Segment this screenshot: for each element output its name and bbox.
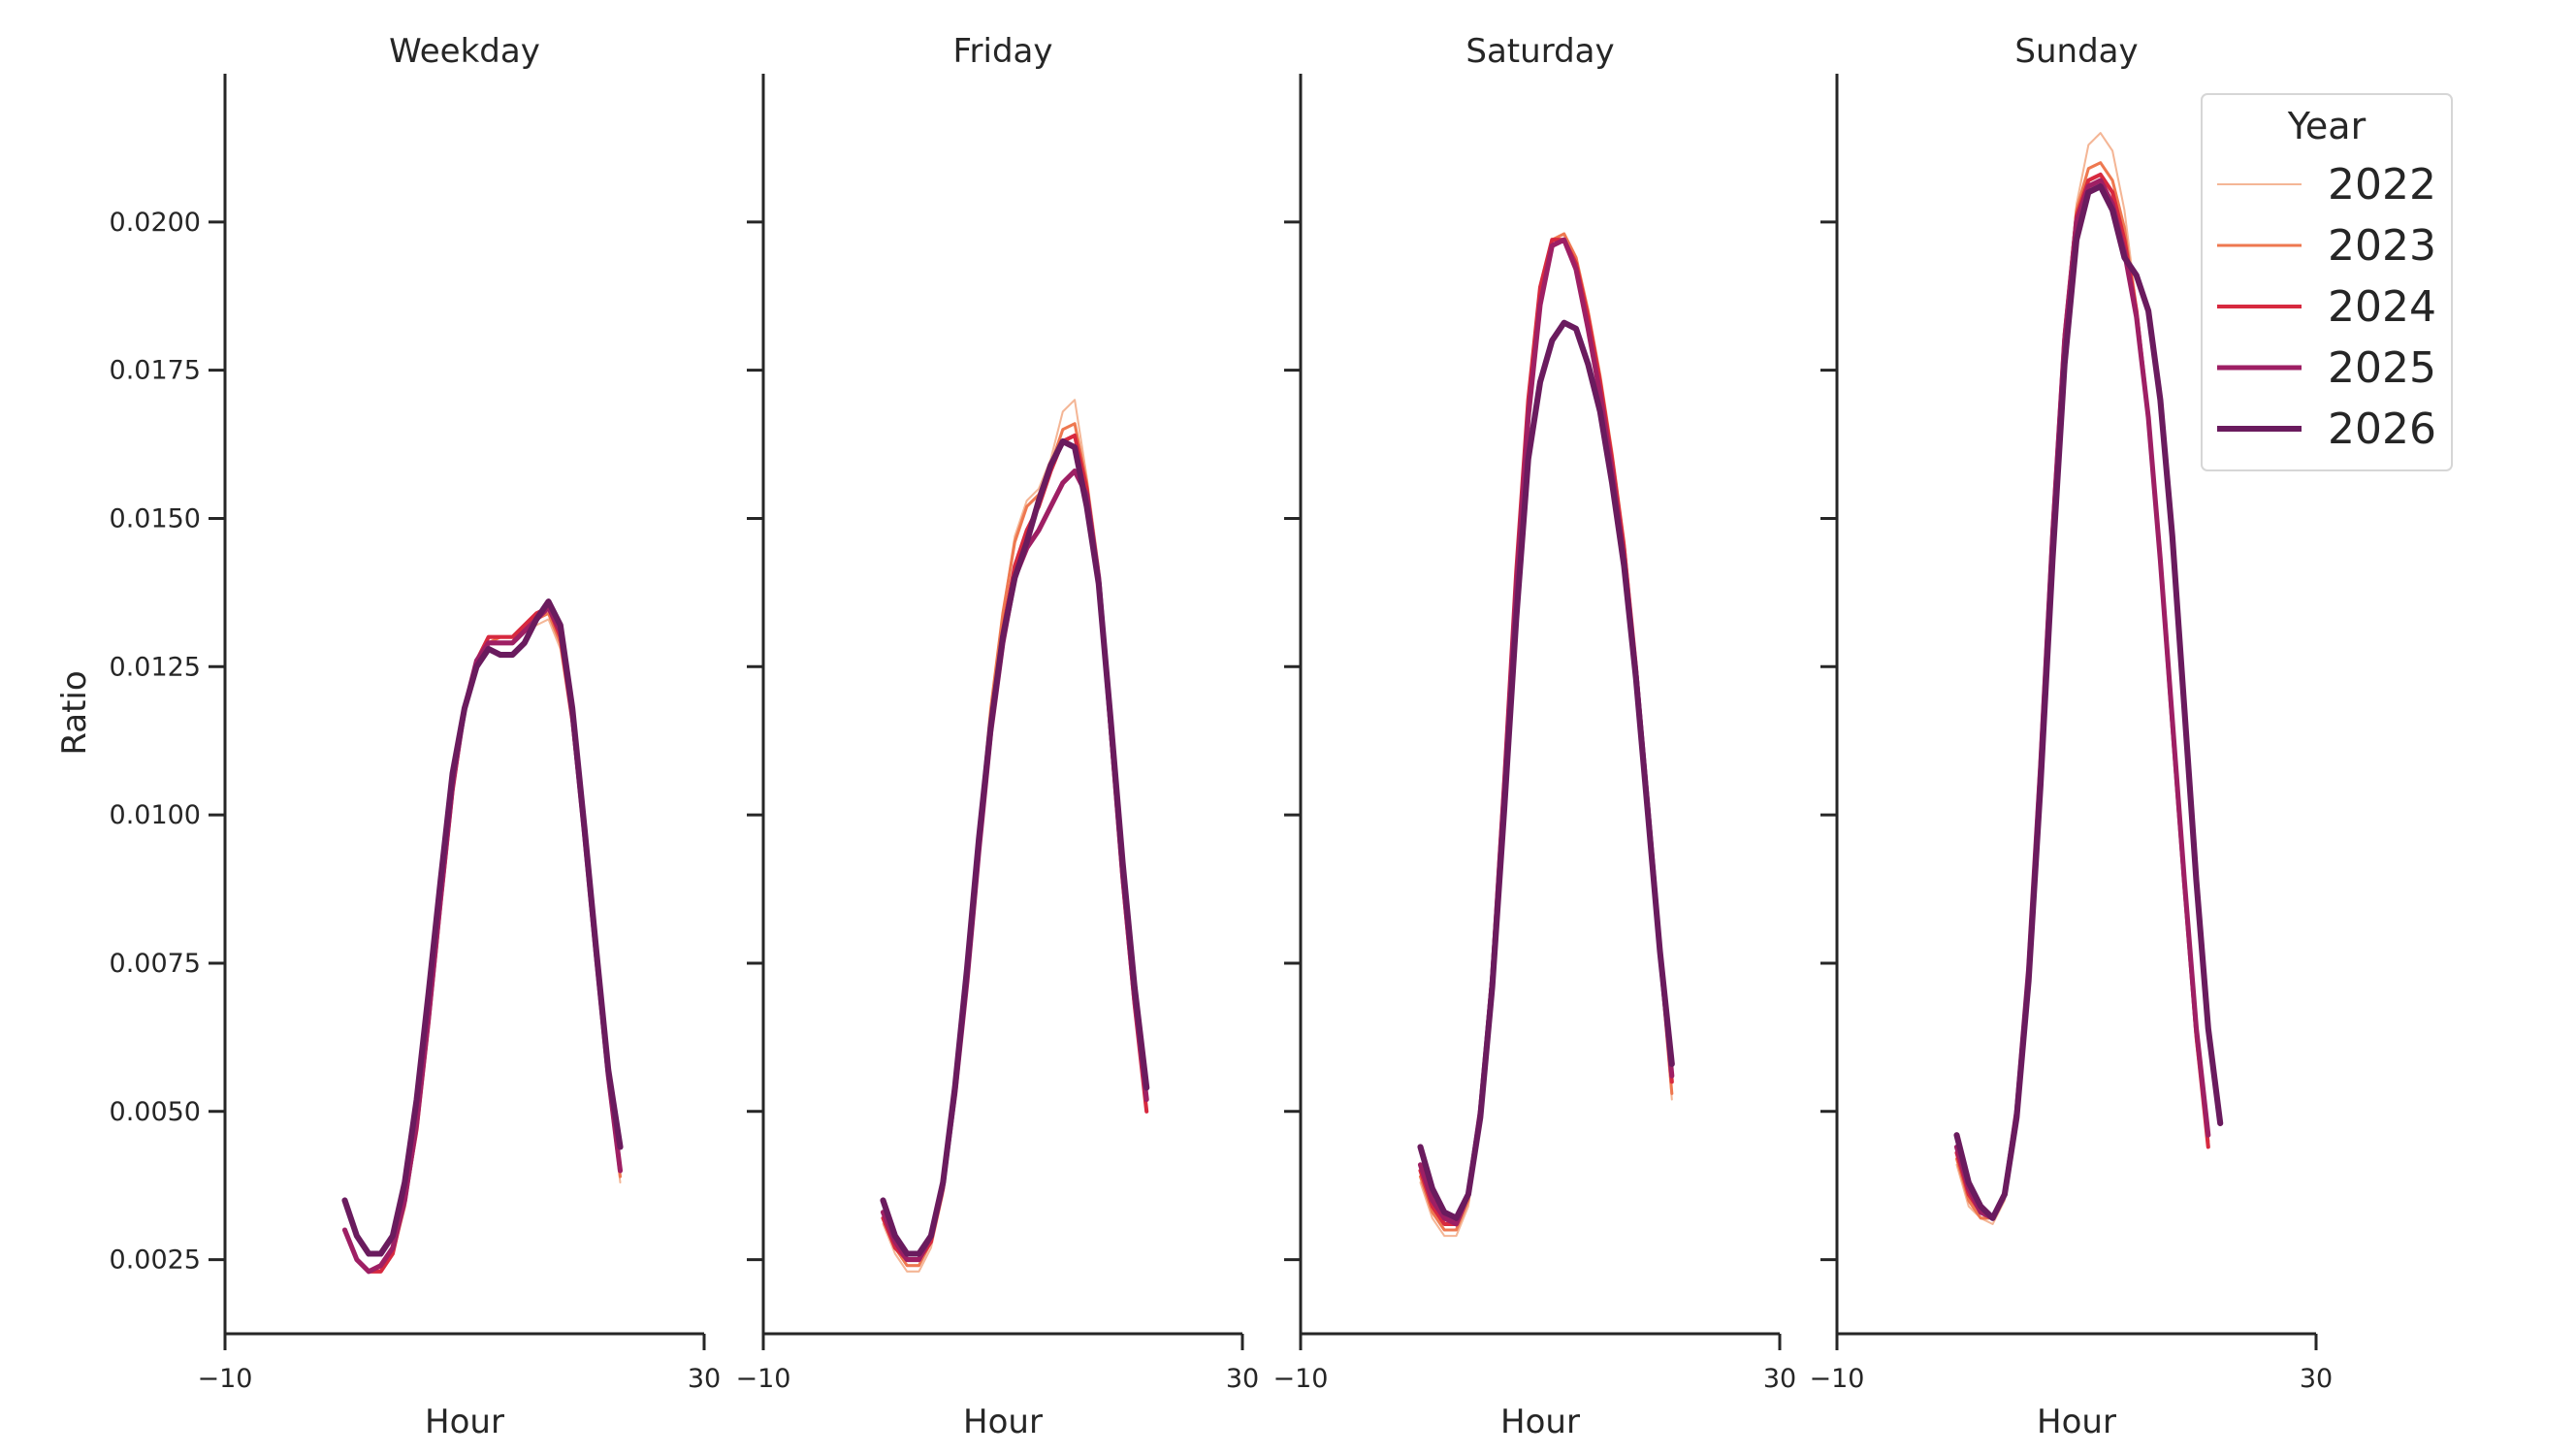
panel-title: Sunday: [2014, 32, 2138, 71]
series-line-2024: [342, 605, 623, 1274]
y-tick-label: 0.0025: [110, 1245, 201, 1276]
series-line-2025: [1417, 237, 1675, 1227]
panel-sunday: Sunday −10 30 Hour: [1810, 32, 2334, 1441]
legend-entry-2023: 2023: [2328, 221, 2436, 271]
panel-title: Saturday: [1465, 32, 1614, 71]
x-axis-label: Hour: [425, 1403, 504, 1441]
y-tick-label: 0.0150: [110, 503, 201, 534]
legend-entry-2024: 2024: [2328, 282, 2436, 332]
series-line-2024: [881, 433, 1149, 1262]
series-line-2025: [341, 604, 624, 1275]
x-tick-label: 30: [688, 1364, 721, 1394]
panel-weekday: Weekday 0.0025 0.0050 0.0075 0.0100 0.0125 0.0…: [110, 32, 722, 1441]
panel-title: Weekday: [389, 32, 540, 71]
panel-friday: Friday −10 30 Hour: [736, 32, 1260, 1441]
x-tick-label: 30: [1226, 1364, 1259, 1394]
x-tick-label: −10: [1810, 1364, 1865, 1394]
panel-title: Friday: [952, 32, 1052, 71]
y-tick-label: 0.0175: [110, 356, 201, 386]
series-line-2023: [881, 422, 1148, 1268]
panel-saturday: Saturday −10 30 Hour: [1273, 32, 1797, 1441]
series-line-2023: [1418, 232, 1674, 1232]
y-tick-label: 0.0100: [110, 800, 201, 830]
legend-entry-2025: 2025: [2328, 343, 2436, 393]
facet-panels: Weekday 0.0025 0.0050 0.0075 0.0100 0.0125 0.0…: [110, 32, 2334, 1441]
x-axis-label: Hour: [963, 1403, 1043, 1441]
series-line-2026: [1953, 183, 2224, 1221]
series-line-2026: [880, 437, 1150, 1257]
series-line-2026: [341, 598, 624, 1257]
series-line-2023: [342, 611, 623, 1274]
legend-entry-2022: 2022: [2328, 160, 2436, 210]
legend-title: Year: [2287, 105, 2367, 147]
legend: Year 2022 2023 2024 2025 2026: [2201, 93, 2453, 471]
legend-entry-2026: 2026: [2328, 404, 2436, 454]
series-line-2022: [1419, 232, 1673, 1238]
x-tick-label: −10: [198, 1364, 253, 1394]
y-tick-label: 0.0050: [110, 1097, 201, 1127]
x-tick-label: 30: [2300, 1364, 2333, 1394]
y-tick-label: 0.0200: [110, 208, 201, 238]
x-axis-label: Hour: [1500, 1403, 1580, 1441]
y-tick-label: 0.0075: [110, 949, 201, 979]
x-tick-label: −10: [736, 1364, 791, 1394]
series-line-2025: [1953, 178, 2211, 1221]
series-line-2022: [343, 618, 622, 1273]
series-line-2022: [882, 399, 1148, 1273]
y-tick-label: 0.0125: [110, 652, 201, 682]
y-axis-label: Ratio: [55, 670, 94, 755]
x-tick-label: 30: [1763, 1364, 1796, 1394]
series-line-2026: [1417, 319, 1675, 1221]
legend-frame: [2201, 93, 2453, 471]
x-axis-label: Hour: [2037, 1403, 2116, 1441]
x-tick-label: −10: [1273, 1364, 1329, 1394]
series-line-2024: [1418, 238, 1674, 1226]
